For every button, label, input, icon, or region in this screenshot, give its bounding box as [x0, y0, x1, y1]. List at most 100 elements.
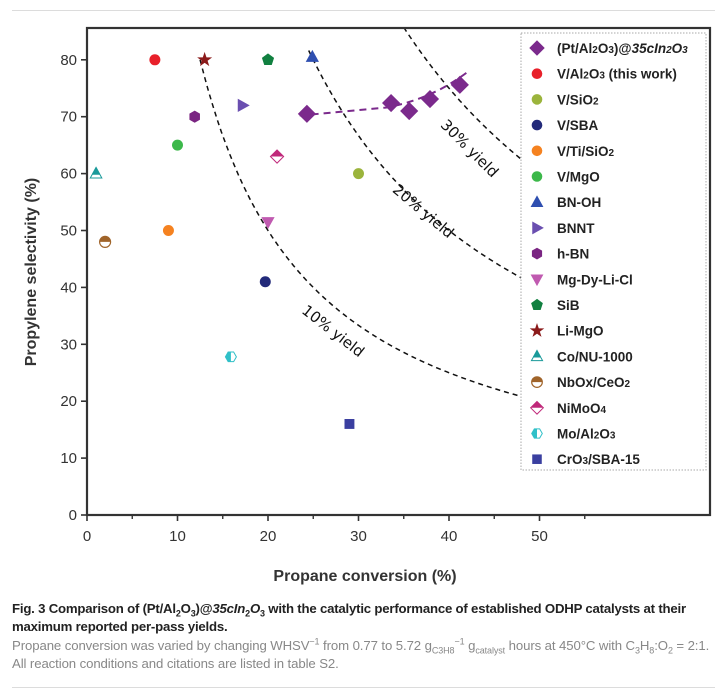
x-tick-label: 0 [83, 528, 91, 545]
legend-label-part: (Pt/Al [557, 41, 592, 56]
y-tick-label: 50 [60, 223, 77, 240]
data-point [197, 51, 213, 67]
legend-label-part: h-BN [557, 247, 589, 262]
marker-shape [420, 89, 440, 109]
marker-shape [297, 104, 316, 123]
data-point [224, 351, 237, 363]
data-point [400, 101, 419, 121]
legend-label: Co/NU-1000 [557, 349, 633, 364]
yield-curve [308, 50, 521, 279]
legend-label: Mo/Al2O3 [557, 427, 616, 442]
marker-shape [533, 356, 541, 358]
x-tick-label: 10 [169, 528, 186, 545]
legend-label-part: Co/NU-1000 [557, 349, 633, 364]
marker-shape [530, 401, 544, 408]
legend-label-part: CrO [557, 452, 583, 467]
data-point [269, 149, 285, 164]
legend-label-part: BN-OH [557, 195, 601, 210]
marker-shape [261, 53, 275, 65]
marker-shape [529, 323, 545, 337]
legend-label-part: )@ [614, 41, 632, 56]
marker-shape [531, 247, 543, 260]
y-tick-label: 80 [60, 52, 77, 69]
marker-shape [530, 195, 544, 207]
legend-label-sub: 2 [594, 431, 600, 442]
caption-text: H [639, 638, 650, 653]
data-point [98, 235, 112, 248]
legend-label: BN-OH [557, 195, 601, 210]
data-point [261, 53, 275, 65]
caption-body: Propane conversion was varied by changin… [12, 637, 713, 673]
yield-curve-label: 20% yield [389, 180, 457, 241]
legend-marker [529, 323, 545, 337]
y-tick-label: 20 [60, 393, 77, 410]
marker-shape [99, 236, 111, 242]
data-point [237, 98, 250, 112]
legend-marker [531, 428, 543, 439]
legend-label-part: NiMoO [557, 401, 601, 416]
legend-label-part: /SBA-15 [588, 452, 640, 467]
caption-title: Fig. 3 Comparison of (Pt/Al2O3)@35cIn2O3… [12, 600, 713, 636]
legend-marker [529, 40, 545, 56]
caption-text: with the catalytic performance of establ… [12, 601, 686, 634]
legend-label-part: V/MgO [557, 170, 600, 185]
marker-shape [529, 40, 545, 56]
caption-text: 2 [175, 608, 181, 619]
legend-label: V/Al2O3 (this work) [557, 67, 677, 82]
legend-label-sub: 2 [593, 96, 599, 107]
legend-marker [531, 119, 543, 131]
legend-marker [532, 454, 542, 464]
legend-label: Mg-Dy-Li-Cl [557, 272, 633, 287]
marker-shape [531, 145, 543, 157]
marker-shape [189, 110, 200, 123]
caption-text: 8 [649, 645, 655, 656]
marker-shape [353, 168, 364, 180]
x-tick-label: 40 [441, 528, 458, 545]
legend-marker [530, 274, 544, 287]
caption-text: 35cIn [212, 601, 246, 616]
caption-text: Fig. 3 Comparison of (Pt/Al [12, 601, 176, 616]
data-point [261, 217, 275, 230]
yield-curve-label: 30% yield [437, 116, 502, 181]
legend-label-part: SiB [557, 298, 580, 313]
data-point [259, 276, 271, 288]
legend-label-part: O [599, 427, 610, 442]
caption-text: from 0.77 to 5.72 g [319, 638, 432, 653]
marker-shape [344, 419, 355, 429]
caption-text: 2 [667, 645, 673, 656]
legend-label-part: Mg-Dy-Li-Cl [557, 272, 633, 287]
data-point [149, 54, 161, 66]
legend-label: CrO3/SBA-15 [557, 452, 640, 467]
data-point [162, 225, 174, 236]
data-point [89, 166, 103, 179]
marker-shape [532, 454, 542, 464]
x-tick-label: 30 [350, 528, 367, 545]
y-tick-label: 70 [60, 109, 77, 126]
plot-frame [85, 26, 712, 517]
yield-curve-label: 10% yield [298, 301, 367, 361]
y-axis-label: Propylene selectivity (%) [23, 178, 40, 367]
yield-curve [199, 59, 521, 398]
marker-shape [531, 376, 543, 383]
y-tick-label: 30 [60, 336, 77, 353]
caption-text: Propane conversion was varied by changin… [12, 638, 310, 653]
marker-shape [237, 98, 250, 112]
legend-marker [531, 171, 543, 182]
marker-shape [305, 49, 319, 62]
data-point [450, 75, 469, 94]
caption-text: )@ [195, 601, 213, 616]
marker-shape [530, 274, 544, 287]
legend-label-part: O [589, 67, 600, 82]
legend-label-sub: 2 [583, 71, 589, 82]
legend-label-part: Mo/Al [557, 427, 594, 442]
data-point [344, 419, 355, 429]
legend-label-part: O [672, 41, 683, 56]
marker-shape [91, 173, 101, 175]
caption-text: 3 [634, 645, 640, 656]
legend-label-part: 2 [665, 45, 672, 56]
caption-text: 3 [190, 608, 196, 619]
caption-text: :O [654, 638, 668, 653]
